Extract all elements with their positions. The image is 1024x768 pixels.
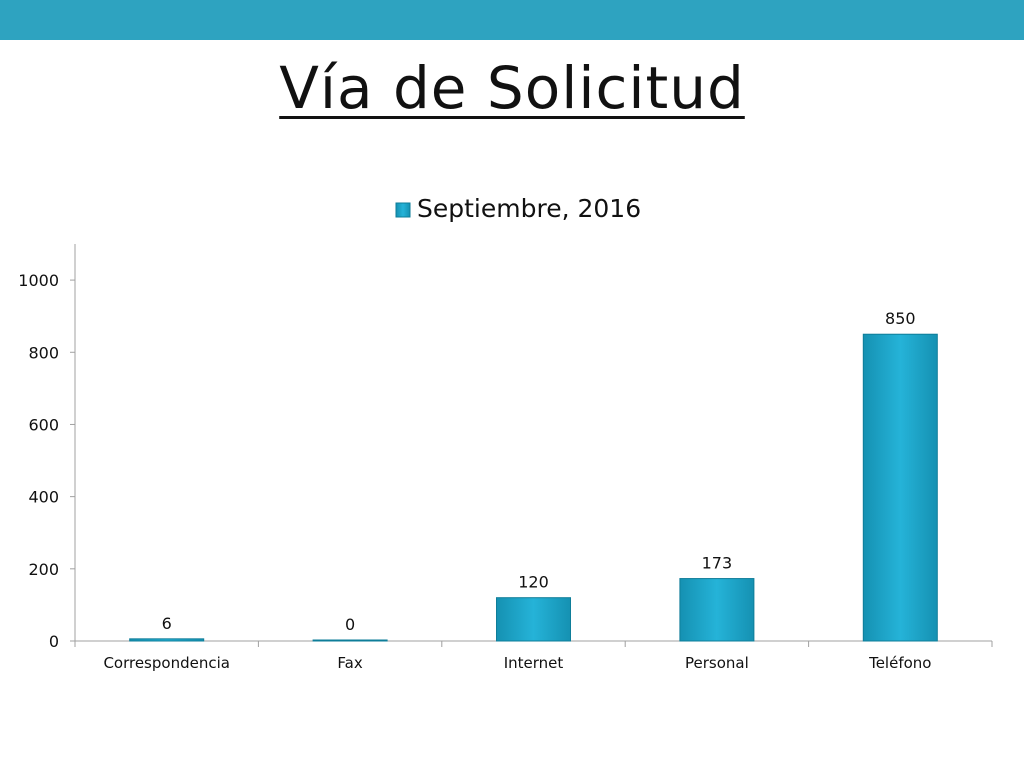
bar-correspondencia [129, 638, 205, 642]
y-tick-label: 800 [28, 343, 59, 362]
y-tick-label: 0 [49, 632, 59, 651]
y-tick-label: 600 [28, 415, 59, 434]
bar-internet [496, 597, 571, 642]
top-accent-bar [0, 0, 1024, 40]
data-label: 850 [885, 309, 916, 328]
chart-legend: Septiembre, 2016 [395, 194, 641, 223]
bar-personal [679, 578, 755, 642]
chart-bars [129, 333, 938, 642]
y-tick-label: 200 [28, 560, 59, 579]
legend-label: Septiembre, 2016 [417, 194, 641, 223]
x-category-label: Internet [504, 654, 564, 672]
y-tick-label: 1000 [18, 271, 59, 290]
x-category-label: Correspondencia [103, 654, 230, 672]
legend-swatch [395, 202, 411, 218]
data-label: 173 [702, 554, 733, 573]
bar-fax [312, 639, 388, 642]
x-category-label: Teléfono [868, 654, 931, 672]
chart-axes: 0 200 400 600 800 1000 Correspondencia Fax Inter… [18, 244, 993, 672]
x-category-label: Fax [337, 654, 362, 672]
slide-title: Vía de Solicitud [279, 54, 745, 122]
data-label: 120 [518, 573, 549, 592]
bar-teléfono [862, 333, 938, 642]
data-label: 6 [162, 614, 172, 633]
x-category-label: Personal [685, 654, 749, 672]
y-tick-label: 400 [28, 488, 59, 507]
chart-labels: 6 0 120 173 850 [162, 309, 916, 634]
data-label: 0 [345, 615, 355, 634]
